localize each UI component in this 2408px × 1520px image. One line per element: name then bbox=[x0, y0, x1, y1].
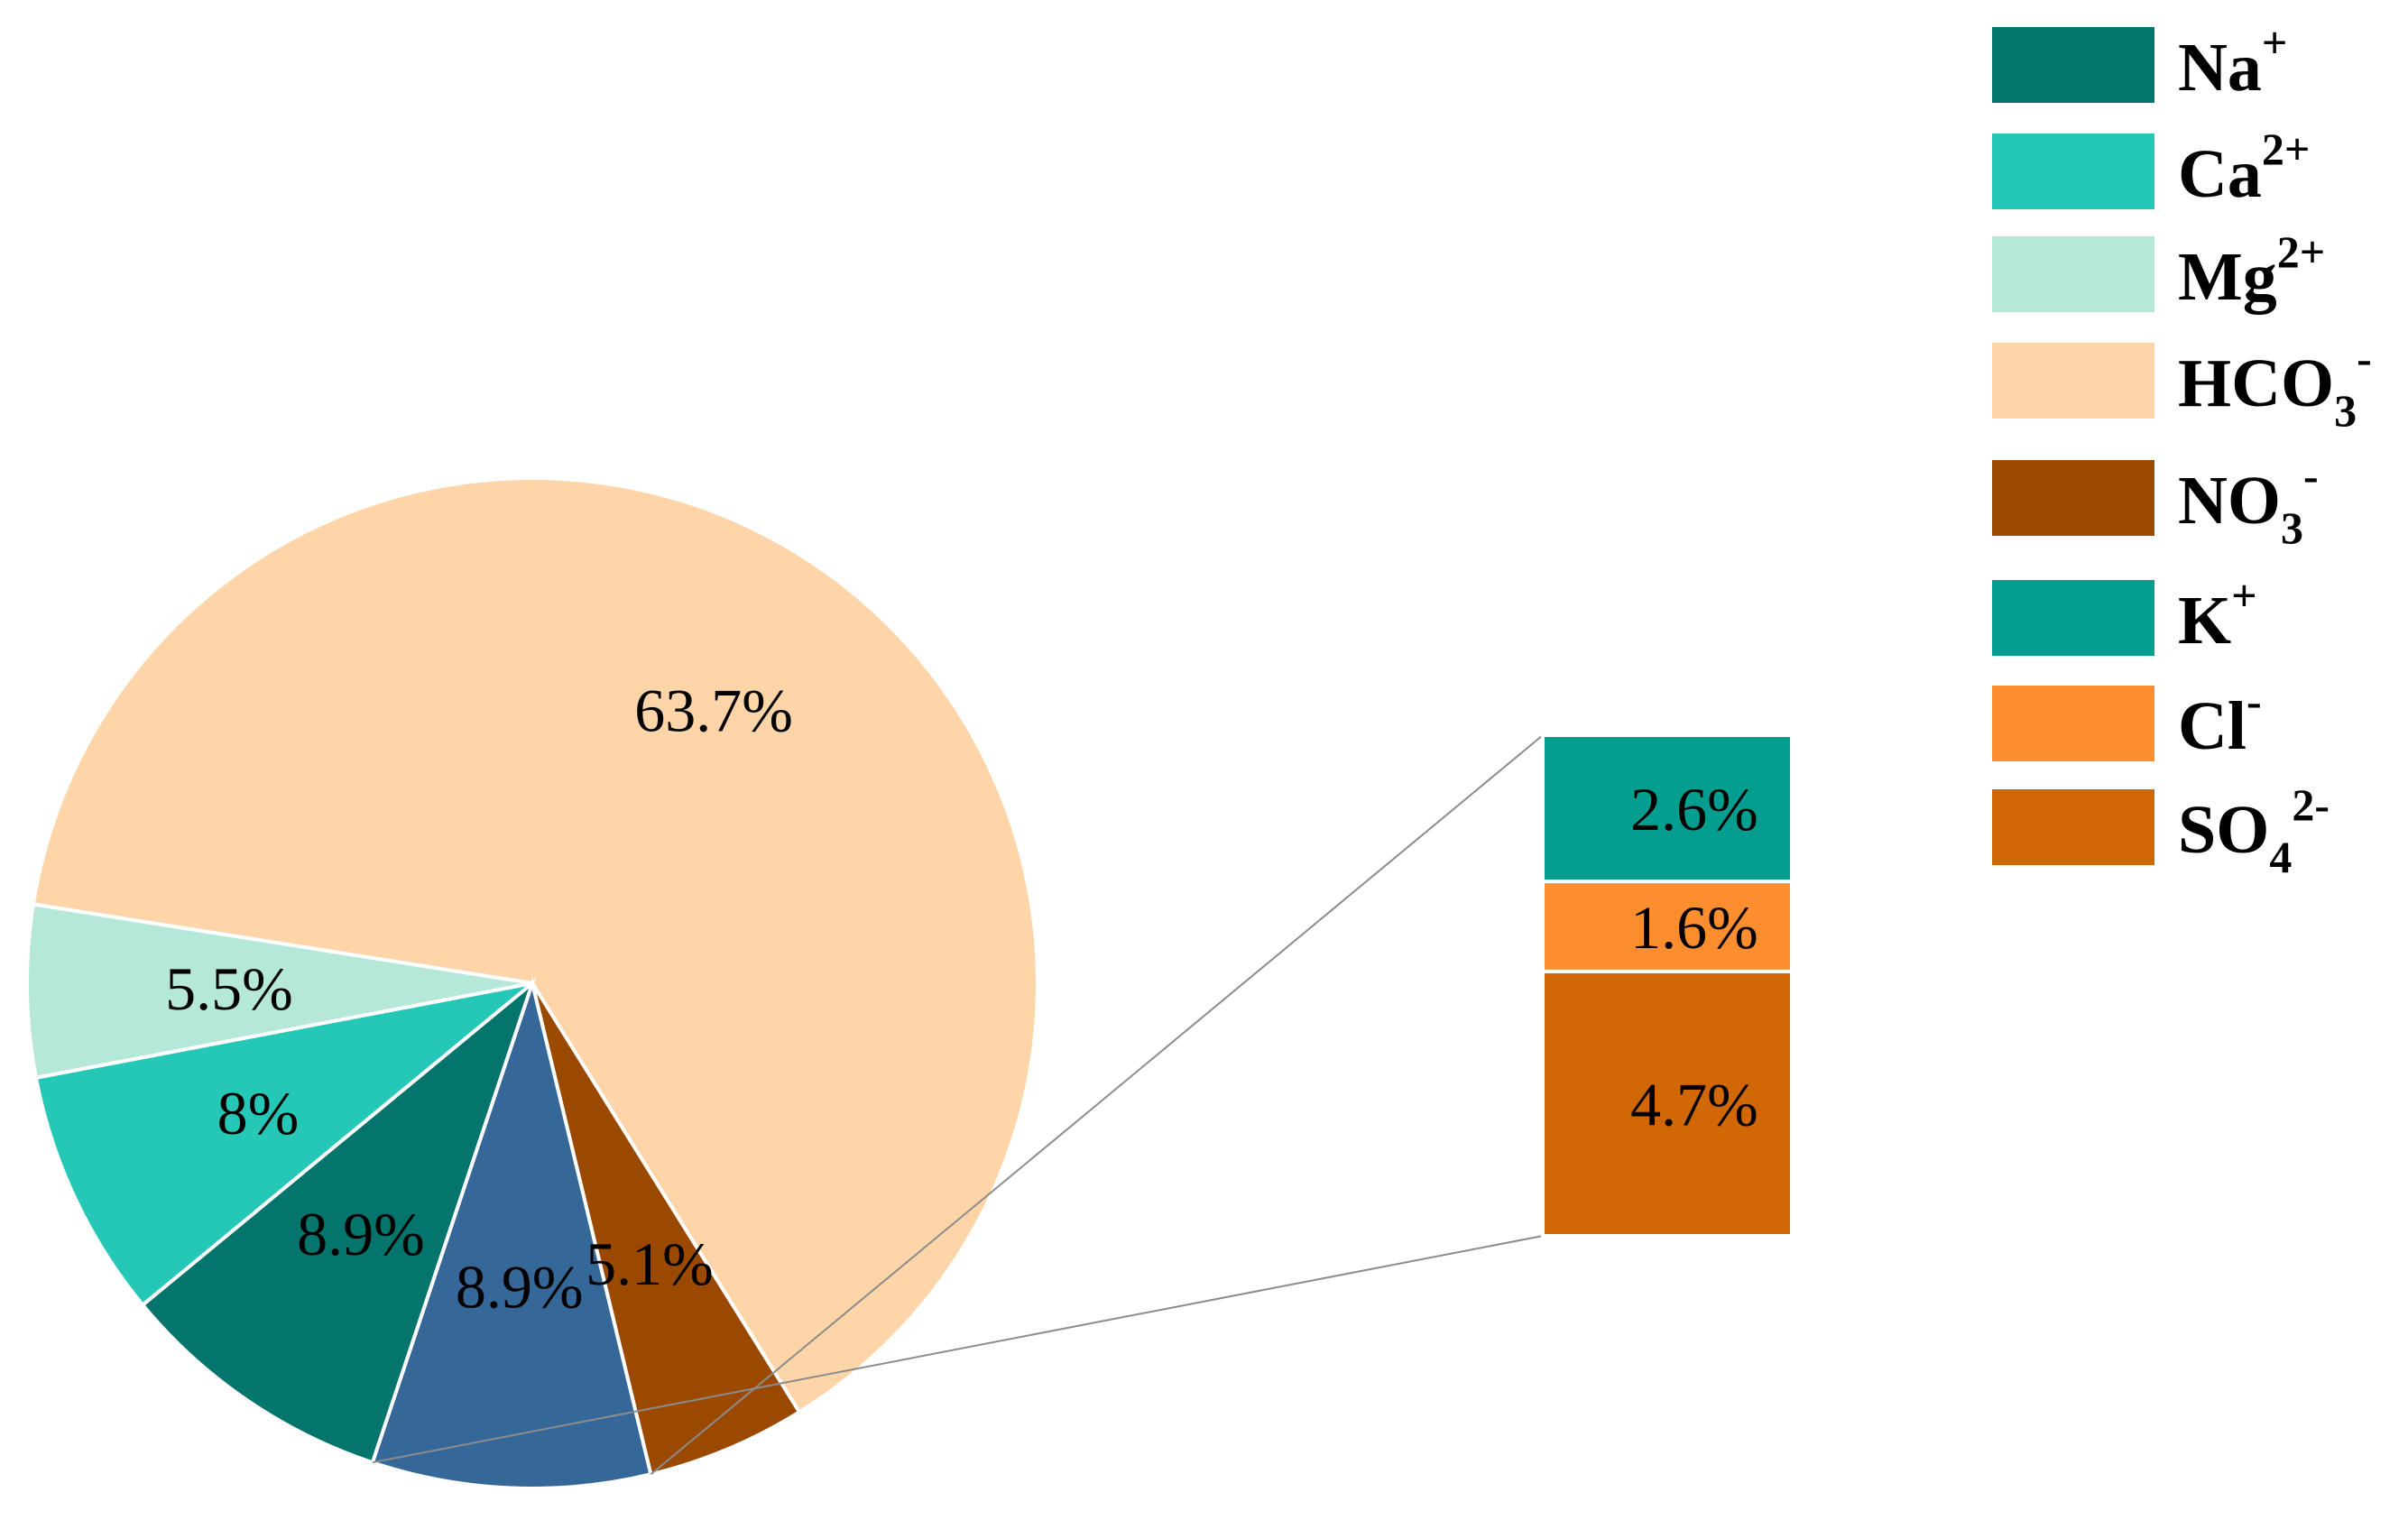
pie-slice-hco3 bbox=[31, 476, 1039, 1415]
bar-label-cl: 1.6% bbox=[1630, 893, 1758, 962]
pie-slice-ca2 bbox=[33, 981, 534, 1308]
pie-slice-other bbox=[370, 976, 653, 1490]
pie-slice-na bbox=[140, 978, 537, 1465]
bar-segment-k bbox=[1541, 733, 1794, 884]
legend-label-cl: Cl- bbox=[2178, 676, 2262, 764]
pie-slice-no3 bbox=[530, 981, 802, 1477]
connector-lines bbox=[372, 734, 1544, 1476]
legend-label-mg2: Mg2+ bbox=[2178, 226, 2325, 315]
pie-slice-mg2 bbox=[25, 902, 533, 1081]
legend-swatch-cl bbox=[1992, 686, 2154, 761]
legend-label-hco3: HCO3- bbox=[2178, 333, 2372, 436]
legend-label-k: K+ bbox=[2178, 570, 2257, 659]
pie-label-ca2: 8% bbox=[217, 1079, 300, 1147]
bar-label-k: 2.6% bbox=[1630, 775, 1758, 843]
bar-label-so42: 4.7% bbox=[1630, 1071, 1758, 1139]
connector-line-top bbox=[650, 734, 1544, 1476]
pie-group: 63.7%5.1%8.9%8.9%8%5.5% bbox=[25, 476, 1039, 1490]
legend-label-so42: SO42- bbox=[2178, 779, 2330, 882]
pie-label-hco3: 63.7% bbox=[634, 677, 793, 745]
pie-label-na: 8.9% bbox=[297, 1200, 425, 1268]
legend-swatch-ca2 bbox=[1992, 134, 2154, 209]
pie-label-no3: 5.1% bbox=[586, 1230, 714, 1298]
bar-segment-so42 bbox=[1541, 969, 1794, 1239]
legend: Na+ Ca2+ Mg2+ HCO3- NO3- K+ Cl- SO42- bbox=[1992, 17, 2372, 882]
legend-swatch-mg2 bbox=[1992, 236, 2154, 312]
legend-label-no3: NO3- bbox=[2178, 450, 2319, 553]
breakdown-bar: 2.6% 1.6% 4.7% bbox=[1541, 733, 1794, 1239]
legend-swatch-so42 bbox=[1992, 789, 2154, 865]
legend-label-na: Na+ bbox=[2178, 17, 2287, 106]
pie-label-mg2: 5.5% bbox=[165, 954, 293, 1023]
legend-swatch-hco3 bbox=[1992, 343, 2154, 419]
legend-label-ca2: Ca2+ bbox=[2178, 124, 2310, 212]
connector-line-bottom bbox=[372, 1235, 1544, 1464]
pie-label-other: 8.9% bbox=[456, 1253, 584, 1322]
legend-swatch-no3 bbox=[1992, 460, 2154, 536]
legend-swatch-k bbox=[1992, 580, 2154, 656]
legend-swatch-na bbox=[1992, 27, 2154, 103]
